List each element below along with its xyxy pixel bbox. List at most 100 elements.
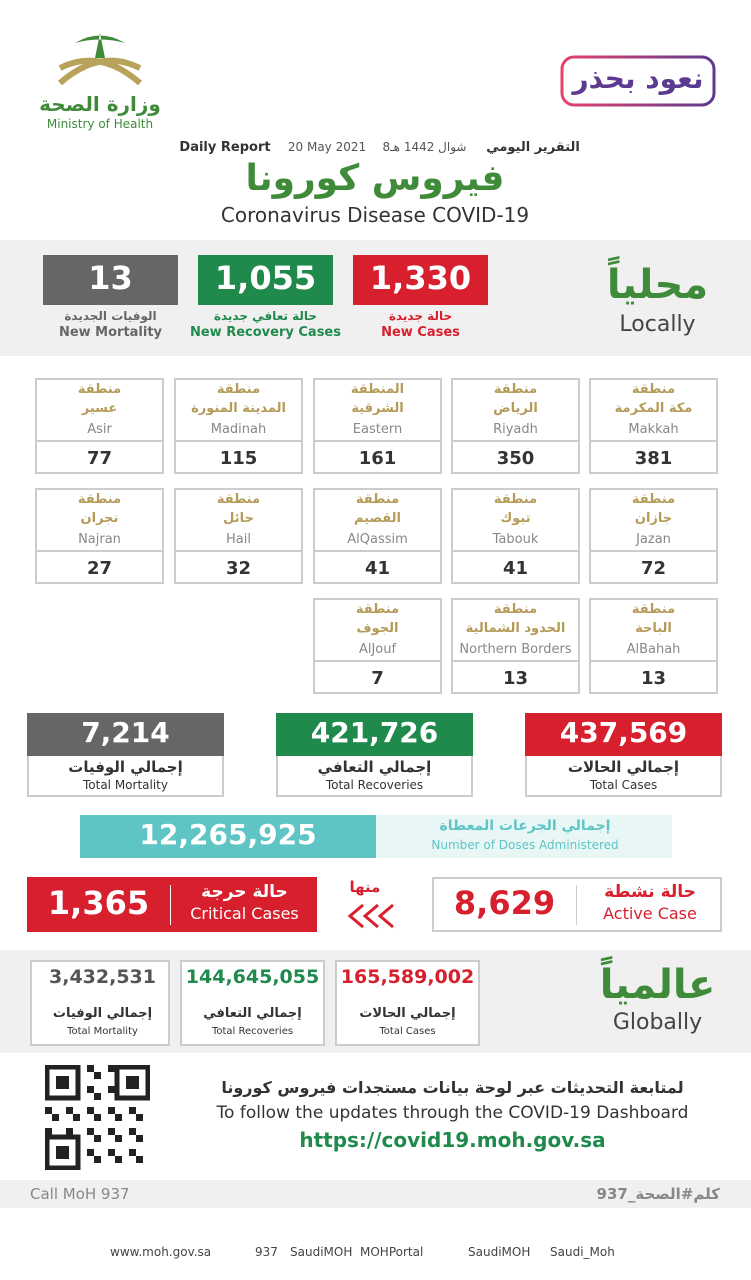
region-value: 41 <box>502 558 529 579</box>
region-divider <box>451 440 580 442</box>
footer-link: SaudiMOH <box>290 1245 353 1259</box>
global-en: Total Mortality <box>67 1026 138 1037</box>
ministry-en: Ministry of Health <box>46 117 154 131</box>
region-value: 13 <box>640 668 667 689</box>
region-ar: جازان <box>634 511 673 526</box>
global-box <box>180 960 325 1046</box>
total-ar: إجمالي الوفيات <box>68 758 183 776</box>
region-value: 32 <box>225 558 252 579</box>
global-box <box>30 960 170 1046</box>
region-divider <box>313 440 442 442</box>
region-ar: نجران <box>80 511 119 526</box>
call-en: Call MoH 937 <box>30 1185 130 1203</box>
region-divider <box>589 550 718 552</box>
region-card <box>589 598 718 694</box>
region-en: Riyadh <box>493 422 538 437</box>
of-which: منها <box>349 878 381 896</box>
region-ar: الباحة <box>635 621 672 636</box>
region-ar: حائل <box>223 511 254 526</box>
region-divider <box>174 550 303 552</box>
total-head <box>276 713 473 756</box>
region-en: Madinah <box>210 422 267 437</box>
region-value: 115 <box>219 448 258 469</box>
region-en: Jazan <box>636 532 671 547</box>
call-bar <box>0 1180 751 1208</box>
footer-link: SaudiMOH <box>468 1245 531 1259</box>
region-divider <box>313 660 442 662</box>
global-value: 144,645,055 <box>185 966 320 988</box>
region-divider <box>451 550 580 552</box>
region-card <box>313 598 442 694</box>
global-en: Total Cases <box>379 1026 436 1037</box>
report-en: Daily Report <box>179 140 271 155</box>
stat-value: 13 <box>88 259 133 297</box>
dashboard-ar: لمتابعة التحديثات عبر لوحة بيانات مستجدا… <box>221 1078 684 1097</box>
critical-divider <box>170 885 171 925</box>
stat-box <box>353 255 488 305</box>
region-divider <box>589 440 718 442</box>
active-ar: حالة نشطة <box>604 882 696 902</box>
global-ar: إجمالي الحالات <box>359 1006 456 1021</box>
region-prefix: منطقة <box>631 492 676 507</box>
region-value: 27 <box>86 558 113 579</box>
region-prefix: منطقة <box>77 382 122 397</box>
total-en: Total Mortality <box>82 778 168 792</box>
stat-box <box>43 255 178 305</box>
region-ar: الرياض <box>493 401 538 416</box>
region-en: Eastern <box>352 422 403 437</box>
critical-value: 1,365 <box>47 884 150 922</box>
footer-link: 937 <box>255 1245 278 1259</box>
region-prefix: منطقة <box>631 602 676 617</box>
total-en: Total Cases <box>589 778 658 792</box>
region-value: 77 <box>86 448 113 469</box>
region-value: 41 <box>364 558 391 579</box>
region-card <box>313 488 442 584</box>
region-card <box>174 378 303 474</box>
qr-code <box>45 1065 150 1170</box>
region-ar: تبوك <box>500 511 531 526</box>
region-prefix: منطقة <box>355 602 400 617</box>
arrows <box>347 903 394 929</box>
active-en: Active Case <box>603 904 697 923</box>
critical-box <box>27 877 317 932</box>
logo-icon <box>58 33 142 86</box>
stat-box <box>198 255 333 305</box>
title-en: Coronavirus Disease COVID-19 <box>220 203 530 227</box>
local-label-ar: محلياً <box>606 262 709 308</box>
footer-link: Saudi_Moh <box>550 1245 615 1259</box>
report-ar: التقرير اليومي <box>486 140 580 155</box>
doses-value-box <box>80 815 376 858</box>
stat-ar: حالة جديدة <box>388 309 453 323</box>
region-prefix: المنطقة <box>350 382 405 397</box>
active-box <box>432 877 722 932</box>
region-prefix: منطقة <box>77 492 122 507</box>
region-card <box>35 378 164 474</box>
global-value: 165,589,002 <box>340 966 475 988</box>
report-hijri: 8شوال 1442 هـ <box>382 140 467 154</box>
total-head <box>27 713 224 756</box>
region-divider <box>35 440 164 442</box>
local-label-en: Locally <box>619 312 696 337</box>
region-en: AlJouf <box>358 642 397 657</box>
total-value: 437,569 <box>559 716 688 749</box>
region-card <box>313 378 442 474</box>
doses-ar: إجمالي الجرعات المعطاة <box>439 818 611 834</box>
report-date: 20 May 2021 <box>287 140 367 154</box>
global-ar: إجمالي الوفيات <box>52 1006 153 1021</box>
region-en: Northern Borders <box>459 642 572 657</box>
footer-link: www.moh.gov.sa <box>110 1245 212 1259</box>
region-value: 7 <box>371 668 384 689</box>
global-value: 3,432,531 <box>49 966 156 988</box>
region-divider <box>313 550 442 552</box>
region-card <box>451 598 580 694</box>
region-ar: الجوف <box>356 621 399 636</box>
region-prefix: منطقة <box>493 602 538 617</box>
stat-ar: الوفيات الجديدة <box>64 309 157 323</box>
global-en: Total Recoveries <box>211 1026 294 1037</box>
region-ar: القصيم <box>353 511 401 526</box>
region-prefix: منطقة <box>216 492 261 507</box>
region-en: Najran <box>78 532 121 547</box>
dashboard-url: https://covid19.moh.gov.sa <box>299 1128 606 1152</box>
active-divider <box>576 885 577 925</box>
